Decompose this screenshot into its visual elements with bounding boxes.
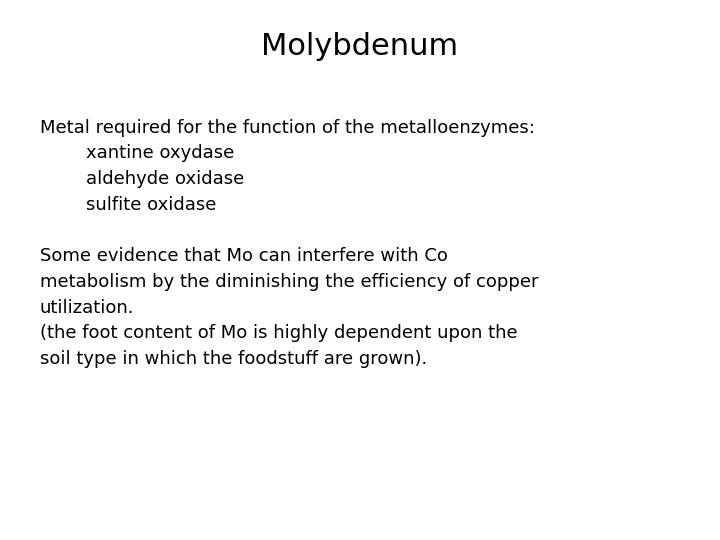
Text: Metal required for the function of the metalloenzymes:
        xantine oxydase
 : Metal required for the function of the m… (40, 119, 538, 368)
Text: Molybdenum: Molybdenum (261, 32, 459, 62)
